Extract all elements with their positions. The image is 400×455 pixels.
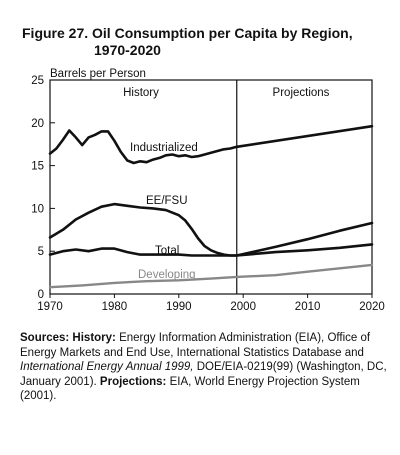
history-region-label: History xyxy=(123,87,159,99)
history-source-label: History: xyxy=(72,332,116,344)
projections-region-label: Projections xyxy=(273,87,330,99)
projections-source-text: EIA, World Energy Projection System (200… xyxy=(20,375,360,403)
x-tick-label-1990: 1990 xyxy=(166,301,192,313)
x-tick-label-2000: 2000 xyxy=(230,301,256,313)
x-tick-label-1970: 1970 xyxy=(37,301,63,313)
x-tick-label-2010: 2010 xyxy=(295,301,321,313)
figure-title-line-2: 1970-2020 xyxy=(94,42,161,58)
y-tick-label-20: 20 xyxy=(31,118,44,130)
x-tick-label-2020: 2020 xyxy=(359,301,385,313)
history-source-publication: International Energy Annual 1999, xyxy=(20,361,194,373)
series-label-total: Total xyxy=(155,245,179,257)
sources-label: Sources: xyxy=(20,332,70,344)
sources-note: Sources: History: Energy Information Adm… xyxy=(20,331,392,404)
y-axis-label: Barrels per Person xyxy=(50,68,146,80)
y-tick-label-15: 15 xyxy=(31,161,44,173)
history-source-text: Energy Information Administration (EIA),… xyxy=(20,332,371,359)
series-label-developing: Developing xyxy=(138,269,196,281)
series-line-industrialized xyxy=(48,124,374,165)
series-label-eefsu: EE/FSU xyxy=(146,195,188,207)
y-tick-label-25: 25 xyxy=(31,75,44,87)
plot-frame xyxy=(49,79,373,295)
y-tick-label-5: 5 xyxy=(38,246,44,258)
series-label-industrialized: Industrialized xyxy=(130,142,198,154)
projections-source-label: Projections: xyxy=(99,375,167,388)
series-line-developing xyxy=(48,263,374,289)
figure-title: Figure 27. Oil Consumption per Capita by… xyxy=(22,25,392,59)
series-line-total xyxy=(48,243,374,257)
y-tick-label-10: 10 xyxy=(31,203,44,215)
x-tick-label-1980: 1980 xyxy=(102,301,128,313)
history-source-text-2: DOE/EIA-0219(99) (Washington, DC, Januar… xyxy=(20,361,387,388)
figure-title-line-1: Figure 27. Oil Consumption per Capita by… xyxy=(22,25,353,41)
y-tick-label-0: 0 xyxy=(38,289,44,301)
